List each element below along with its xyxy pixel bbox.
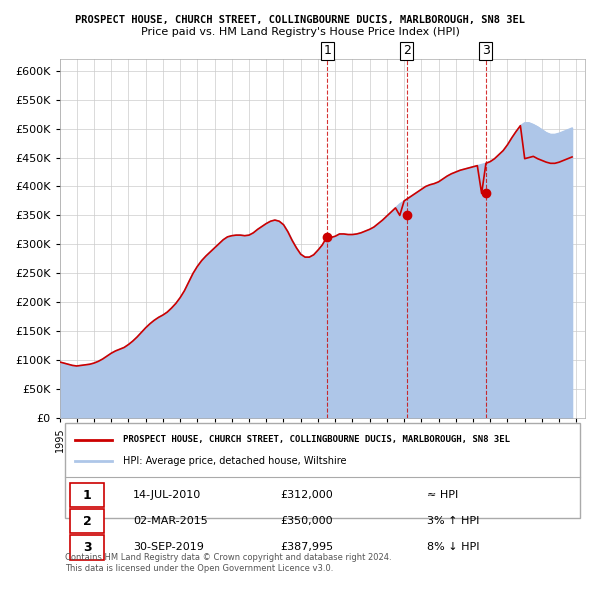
- Text: PROSPECT HOUSE, CHURCH STREET, COLLINGBOURNE DUCIS, MARLBOROUGH, SN8 3EL: PROSPECT HOUSE, CHURCH STREET, COLLINGBO…: [75, 15, 525, 25]
- Text: PROSPECT HOUSE, CHURCH STREET, COLLINGBOURNE DUCIS, MARLBOROUGH, SN8 3EL: PROSPECT HOUSE, CHURCH STREET, COLLINGBO…: [122, 435, 509, 444]
- Text: £387,995: £387,995: [280, 542, 334, 552]
- Text: £350,000: £350,000: [280, 516, 333, 526]
- Text: Price paid vs. HM Land Registry's House Price Index (HPI): Price paid vs. HM Land Registry's House …: [140, 27, 460, 37]
- FancyBboxPatch shape: [65, 422, 580, 518]
- Text: 02-MAR-2015: 02-MAR-2015: [133, 516, 208, 526]
- Text: 3: 3: [83, 541, 92, 554]
- Text: 2: 2: [403, 44, 411, 57]
- Text: 3% ↑ HPI: 3% ↑ HPI: [427, 516, 480, 526]
- Text: 14-JUL-2010: 14-JUL-2010: [133, 490, 202, 500]
- FancyBboxPatch shape: [70, 535, 104, 560]
- FancyBboxPatch shape: [70, 509, 104, 533]
- FancyBboxPatch shape: [70, 483, 104, 507]
- Text: 1: 1: [83, 489, 92, 502]
- Text: 8% ↓ HPI: 8% ↓ HPI: [427, 542, 480, 552]
- Text: 30-SEP-2019: 30-SEP-2019: [133, 542, 204, 552]
- Text: 1: 1: [323, 44, 331, 57]
- Text: 3: 3: [482, 44, 490, 57]
- Text: HPI: Average price, detached house, Wiltshire: HPI: Average price, detached house, Wilt…: [122, 456, 346, 466]
- Text: Contains HM Land Registry data © Crown copyright and database right 2024.
This d: Contains HM Land Registry data © Crown c…: [65, 553, 391, 573]
- Text: £312,000: £312,000: [280, 490, 333, 500]
- Text: 2: 2: [83, 514, 92, 527]
- Text: ≈ HPI: ≈ HPI: [427, 490, 458, 500]
